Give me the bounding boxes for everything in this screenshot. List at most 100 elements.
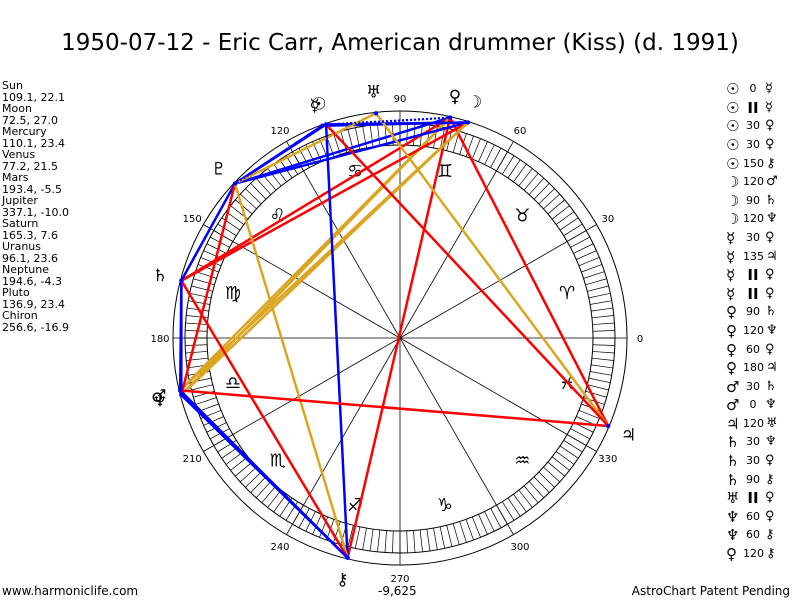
degree-tick [528,481,545,499]
aspect-planet-2: ☿ [765,81,773,97]
degree-tick [592,330,615,332]
aspect-angle: 90 [746,305,760,319]
spoke-line [399,141,514,339]
aspect-angle: 90 [746,193,760,207]
degree-tick [585,278,607,286]
degree-tick [377,124,381,147]
degree-tick [392,530,394,553]
aspect-planet-2: ♂ [766,174,778,190]
aspect-angle: 0 [749,82,757,96]
aspect-planet-2: ♀ [765,453,775,469]
position-name: Sun [2,79,23,92]
spoke-line [399,337,514,535]
degree-tick [592,351,615,354]
aspect-line [180,389,609,428]
aspect-line [324,124,349,558]
aspect-line [179,121,469,392]
zodiac-sign-glyph: ♒ [514,450,530,471]
harmonic-value: -9,625 [378,584,417,598]
aspect-planet-1: ♀ [726,303,737,322]
degree-tick [587,384,609,391]
aspect-planet-2: ♄ [765,304,777,320]
planet-glyph: ☉ [311,95,326,115]
degree-tick [551,205,570,220]
degree-tick [206,243,227,254]
spoke-line [399,224,597,339]
degree-tick [588,292,611,299]
aspect-row: ☽ 120 ♆ [726,210,800,229]
degree-tick [312,514,322,535]
degree-label: 330 [598,454,617,465]
degree-tick [484,144,495,165]
degree-tick [193,278,215,286]
position-name: Chiron [2,309,38,322]
aspect-planet-2: ♀ [765,267,775,283]
aspect-line [180,280,349,559]
position-value: 193.4, -5.5 [2,182,62,196]
aspect-planet-2: ♄ [765,378,777,394]
aspect-planet-1: ♆ [726,526,740,545]
planet-marker [373,111,379,116]
zodiac-sign-glyph: ♌ [270,206,286,227]
degree-tick [195,271,217,279]
aspect-planet-2: ☿ [765,99,773,115]
degree-tick [490,148,502,168]
site-url: www.harmoniclife.com [2,584,139,598]
position-name: Moon [2,102,32,115]
aspect-row: ♂ 0 ♆ [726,396,800,415]
planet-marker [323,122,329,127]
degree-label: 210 [183,454,202,465]
aspect-row: ♆ 60 ♀ [726,508,800,527]
position-value: 77.2, 21.5 [2,159,58,173]
aspect-angle: 60 [746,342,760,356]
aspect-planet-1: ♀ [726,545,737,564]
degree-tick [439,127,446,150]
degree-tick [543,466,561,483]
aspect-row: ♄ 30 ♀ [726,452,800,471]
planet-marker [179,278,184,283]
position-name: Neptune [2,263,50,276]
planet-marker [177,388,183,393]
aspect-angle: II [747,98,759,117]
degree-tick [538,471,555,488]
degree-label: 240 [270,542,289,553]
degree-tick [185,351,208,354]
aspect-line [180,116,451,282]
degree-label: 300 [510,542,529,553]
degree-tick [563,439,583,453]
aspect-row: ☿ 135 ♃ [726,247,800,266]
aspect-planet-1: ♄ [726,470,740,489]
degree-tick [239,193,257,210]
aspect-planet-1: ☉ [726,98,740,117]
aspect-planet-2: ♄ [765,192,777,208]
position-value: 337.1, -10.0 [2,205,69,219]
degree-tick [195,397,217,405]
degree-label: 60 [514,126,527,137]
aspect-row: ☽ 120 ♂ [726,173,800,192]
aspect-planet-1: ☽ [726,173,740,192]
degree-tick [217,223,237,237]
planet-marker [465,120,471,125]
position-value: 72.5, 27.0 [2,113,58,127]
zodiac-sign-glyph: ♉ [514,206,530,227]
aspect-angle: 30 [746,119,760,133]
aspect-line [234,116,451,185]
aspect-row: ☉ 150 ⚷ [726,154,800,173]
position-value: 256.6, -16.9 [2,320,69,334]
degree-tick [188,300,210,305]
aspect-angle: 30 [746,379,760,393]
degree-tick [547,461,565,477]
aspect-angle: 120 [743,547,764,561]
aspect-row: ♂ 30 ♄ [726,378,800,397]
position-name: Mars [2,171,29,184]
degree-tick [478,141,488,162]
degree-tick [225,211,245,225]
planet-marker [179,392,184,398]
aspect-line [234,112,377,185]
degree-tick [465,519,474,541]
aspect-angle: 150 [743,156,764,170]
degree-tick [578,257,600,267]
degree-tick [590,371,612,376]
degree-label: 30 [601,214,614,225]
